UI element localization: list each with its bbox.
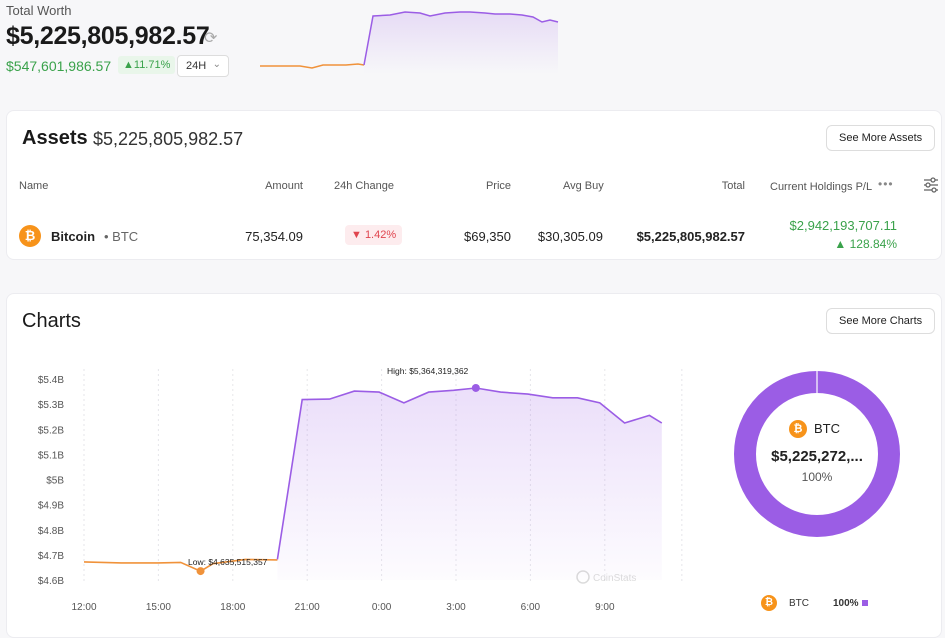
- y-tick-label: $4.9B: [38, 501, 64, 512]
- more-options-icon[interactable]: •••: [878, 177, 894, 191]
- x-tick-label: 12:00: [71, 602, 96, 613]
- y-tick-label: $4.8B: [38, 526, 64, 537]
- x-tick-label: 15:00: [146, 602, 171, 613]
- asset-total: $5,225,805,982.57: [636, 229, 745, 244]
- y-tick-label: $5B: [46, 476, 64, 487]
- column-price[interactable]: Price: [485, 180, 511, 192]
- refresh-icon[interactable]: ⟳: [204, 30, 218, 47]
- bitcoin-icon: ₿: [789, 420, 807, 438]
- total-worth-change-pct: ▲11.71%: [118, 56, 176, 74]
- charts-title: Charts: [22, 310, 81, 332]
- donut-pct: 100%: [801, 470, 833, 484]
- bitcoin-icon: ₿: [761, 595, 777, 611]
- legend-symbol: BTC: [789, 598, 809, 609]
- x-tick-label: 0:00: [372, 602, 392, 613]
- high-point-label: High: $5,364,319,362: [387, 366, 469, 376]
- asset-avg-buy: $30,305.09: [537, 229, 603, 244]
- total-worth-value: $5,225,805,982.57: [6, 22, 210, 50]
- y-tick-label: $4.7B: [38, 551, 64, 562]
- legend-pct: 100%: [833, 598, 859, 609]
- low-point-marker: [196, 567, 205, 576]
- table-row[interactable]: ₿ Bitcoin • BTC 75,354.09 ▼ 1.42% $69,35…: [7, 207, 941, 259]
- asset-price: $69,350: [464, 229, 511, 244]
- asset-pl-value: $2,942,193,707.11: [789, 218, 897, 233]
- total-worth-change: $547,601,986.57: [6, 58, 112, 74]
- column-amount[interactable]: Amount: [265, 180, 303, 192]
- total-worth-label: Total Worth: [6, 3, 72, 18]
- assets-total: $5,225,805,982.57: [93, 129, 244, 149]
- column-avg-buy[interactable]: Avg Buy: [563, 180, 604, 192]
- charts-card: Charts See More Charts 12:00 15:00 18:00 21…: [6, 293, 942, 638]
- x-tick-label: 9:00: [595, 602, 615, 613]
- chart-line-orange: [83, 558, 278, 573]
- mini-chart-area: [364, 12, 558, 74]
- y-tick-label: $5.1B: [38, 450, 64, 461]
- assets-title: Assets: [22, 127, 88, 149]
- legend-swatch: [862, 600, 868, 606]
- chart-area-fill: [277, 388, 662, 580]
- donut-symbol: BTC: [814, 421, 840, 436]
- period-select-value: 24H: [186, 60, 207, 72]
- column-pl[interactable]: Current Holdings P/L: [770, 181, 873, 193]
- allocation-donut-chart[interactable]: [727, 364, 907, 544]
- asset-symbol: • BTC: [104, 229, 139, 244]
- y-tick-label: $5.2B: [38, 425, 64, 436]
- y-tick-label: $5.4B: [38, 375, 64, 386]
- x-tick-label: 6:00: [521, 602, 541, 613]
- column-24h-change[interactable]: 24h Change: [334, 180, 394, 192]
- x-tick-label: 3:00: [446, 602, 466, 613]
- coinstats-watermark: CoinStats: [576, 570, 636, 584]
- column-total[interactable]: Total: [721, 180, 745, 192]
- period-select[interactable]: 24H ⌄: [177, 55, 229, 77]
- chevron-down-icon: ⌄: [212, 59, 221, 70]
- high-point-marker: [471, 383, 480, 392]
- portfolio-value-chart[interactable]: 12:00 15:00 18:00 21:00 0:00 3:00 6:00 9:00 $5.4…: [7, 294, 707, 634]
- mini-chart-line-purple: [363, 11, 559, 66]
- asset-24h-change: ▼ 1.42%: [345, 225, 403, 245]
- low-point-label: Low: $4,635,515,357: [188, 557, 268, 567]
- donut-value: $5,225,272,...: [771, 448, 863, 465]
- mini-performance-chart: [260, 11, 559, 74]
- filter-settings-icon[interactable]: [923, 177, 939, 198]
- watermark-text: CoinStats: [593, 573, 636, 584]
- bitcoin-icon: ₿: [19, 225, 41, 247]
- asset-amount: 75,354.09: [245, 229, 303, 244]
- column-name[interactable]: Name: [19, 180, 49, 192]
- see-more-assets-button[interactable]: See More Assets: [826, 125, 936, 151]
- asset-name: Bitcoin: [51, 229, 96, 244]
- assets-card: Assets $5,225,805,982.57 See More Assets…: [6, 110, 942, 260]
- see-more-charts-button[interactable]: See More Charts: [826, 308, 936, 334]
- x-tick-label: 21:00: [295, 602, 320, 613]
- y-tick-label: $5.3B: [38, 400, 64, 411]
- mini-chart-line-orange: [260, 63, 365, 69]
- asset-pl-pct: ▲ 128.84%: [834, 237, 897, 251]
- x-tick-label: 18:00: [220, 602, 245, 613]
- y-tick-label: $4.6B: [38, 576, 64, 587]
